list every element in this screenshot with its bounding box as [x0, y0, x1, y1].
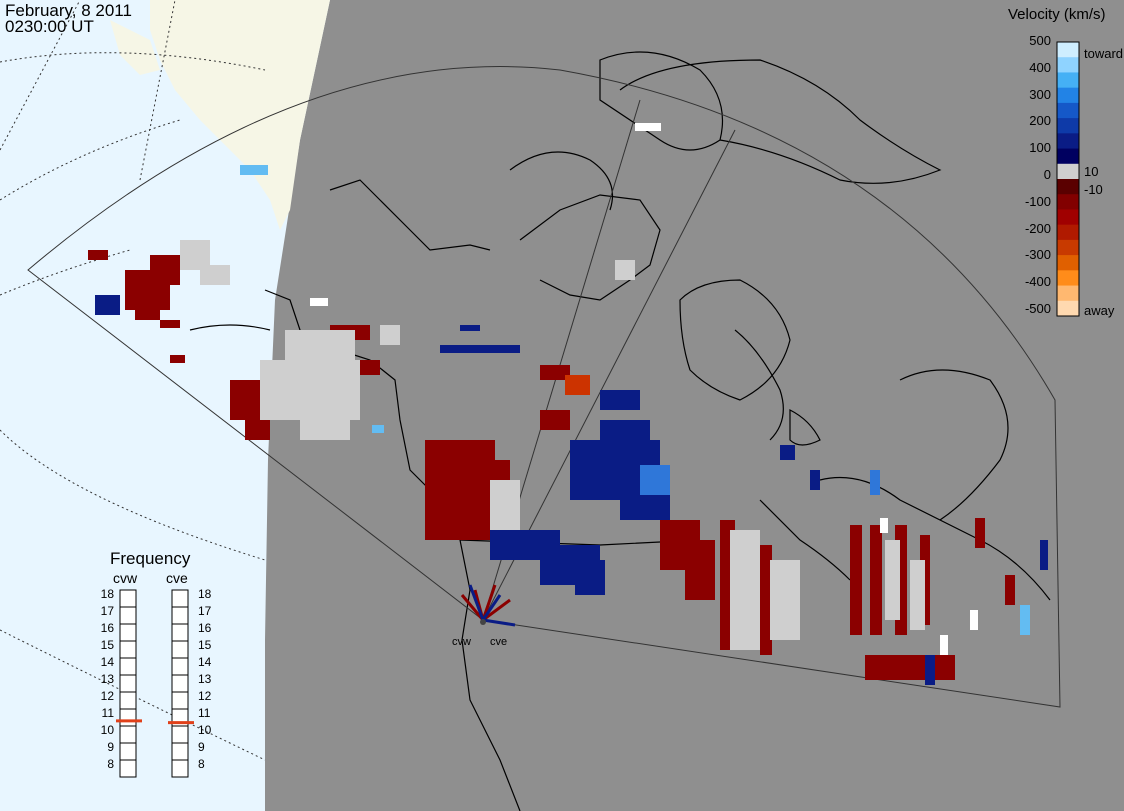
freq-tick-label-left: 9: [107, 740, 114, 754]
colorbar-title: Velocity (km/s): [1008, 6, 1106, 23]
colorbar-pos-label: 10: [1084, 164, 1099, 179]
plot-date: February, 8 2011: [5, 1, 132, 20]
freq-tick-label-right: 9: [198, 740, 205, 754]
freq-tick-label-right: 14: [198, 655, 212, 669]
freq-tick-label-left: 16: [100, 621, 114, 635]
daylight-land-2: [110, 20, 160, 75]
freq-scale-box: [119, 589, 137, 778]
colorbar-tick-label: -300: [1024, 247, 1051, 263]
colorbar-tick-label: -200: [1024, 220, 1051, 236]
colorbar-swatch: [1057, 194, 1079, 210]
colorbar-swatch: [1057, 179, 1079, 195]
colorbar-swatch: [1057, 72, 1079, 89]
colorbar-swatch: [1057, 239, 1079, 256]
plot-time: 0230:00 UT: [5, 17, 94, 36]
colorbar-tick-label: 200: [1029, 113, 1051, 129]
freq-tick-label-right: 8: [198, 757, 205, 771]
colorbar-swatch: [1057, 300, 1079, 317]
colorbar-tick-label: -400: [1024, 274, 1051, 290]
daylight-land: [150, 0, 330, 230]
site-label-cvw: cvw: [452, 636, 471, 648]
colorbar-tick-label: 500: [1029, 33, 1051, 48]
colorbar-swatch: [1057, 102, 1079, 119]
frequency-title: Frequency: [110, 549, 191, 568]
freq-tick-label-left: 15: [100, 638, 114, 652]
velocity-data: [88, 123, 1048, 685]
colorbar-neg-label: -10: [1084, 182, 1103, 197]
frequency-panels: [116, 589, 194, 778]
colorbar-swatch: [1057, 118, 1079, 134]
colorbar-toward-label: toward: [1084, 46, 1124, 61]
colorbar-swatch: [1057, 87, 1079, 104]
colorbar: [1056, 41, 1080, 317]
colorbar-border: [1056, 41, 1080, 317]
freq-tick-label-left: 11: [101, 706, 114, 720]
freq-radar-label-cvw: cvw: [113, 570, 138, 586]
colorbar-swatch: [1057, 209, 1079, 226]
freq-tick-label-right: 10: [198, 723, 212, 737]
ocean-region: [0, 0, 330, 811]
freq-tick-label-right: 12: [198, 689, 212, 703]
colorbar-tick-label: -100: [1024, 193, 1051, 209]
colorbar-swatch: [1057, 270, 1079, 287]
freq-tick-label-right: 11: [198, 706, 211, 720]
freq-tick-label-left: 18: [100, 587, 114, 601]
freq-tick-label-right: 15: [198, 638, 212, 652]
colorbar-swatch: [1057, 57, 1079, 73]
colorbar-swatch: [1057, 148, 1079, 165]
freq-tick-label-left: 8: [107, 757, 114, 771]
colorbar-swatch: [1057, 224, 1079, 241]
colorbar-swatch: [1057, 133, 1079, 150]
freq-tick-label-left: 13: [100, 672, 114, 686]
freq-tick-label-left: 17: [100, 604, 114, 618]
site-label-cve: cve: [490, 636, 508, 648]
colorbar-tick-label: 0: [1043, 167, 1051, 182]
colorbar-swatch: [1057, 163, 1079, 180]
colorbar-swatch: [1057, 285, 1079, 302]
freq-tick-label-left: 12: [100, 689, 114, 703]
colorbar-swatch: [1057, 255, 1079, 271]
freq-scale-box: [171, 589, 189, 778]
freq-radar-label-cve: cve: [166, 570, 188, 586]
freq-tick-label-right: 17: [198, 604, 212, 618]
freq-tick-label-right: 13: [198, 672, 212, 686]
colorbar-tick-label: 100: [1029, 140, 1051, 156]
colorbar-away-label: away: [1084, 303, 1115, 318]
freq-tick-label-left: 10: [100, 723, 114, 737]
radar-site-marker: [480, 619, 486, 625]
colorbar-tick-label: 400: [1029, 59, 1051, 75]
freq-tick-label-right: 16: [198, 621, 212, 635]
colorbar-tick-label: -500: [1024, 301, 1051, 316]
colorbar-swatch: [1057, 42, 1079, 58]
freq-tick-label-left: 14: [100, 655, 114, 669]
colorbar-tick-label: 300: [1029, 86, 1051, 102]
freq-tick-label-right: 18: [198, 587, 212, 601]
